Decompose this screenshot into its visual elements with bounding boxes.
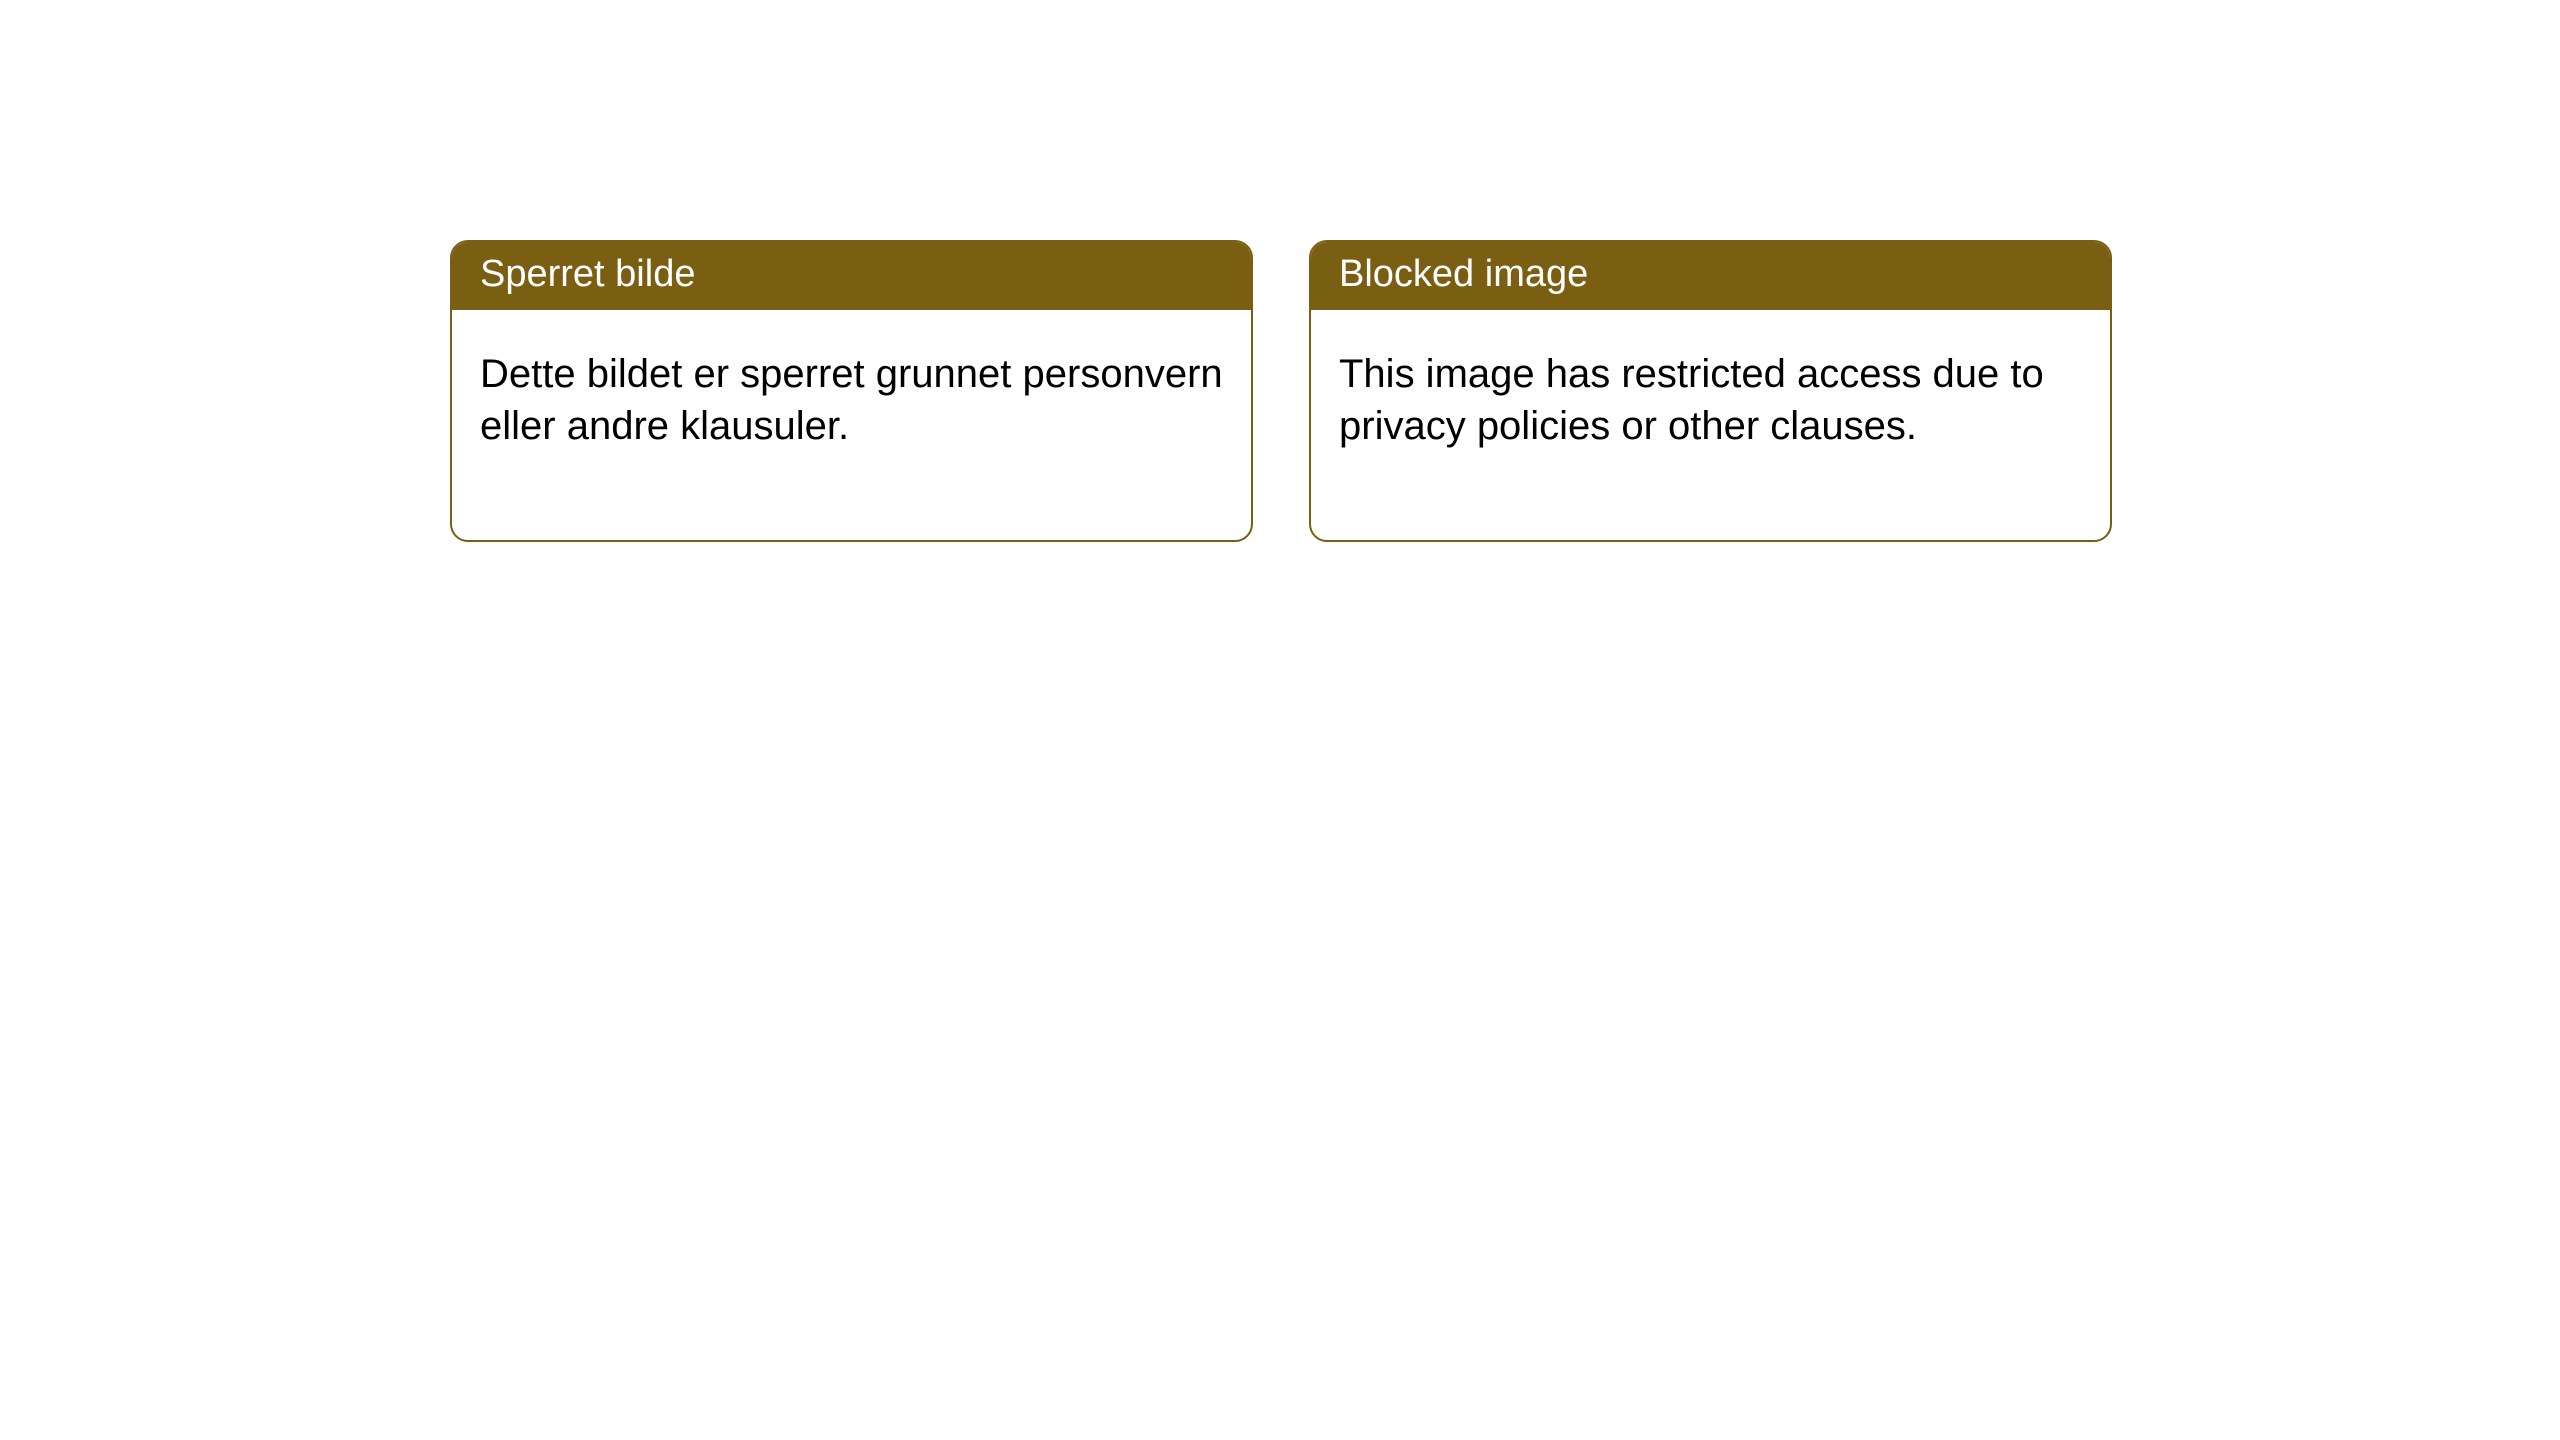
notice-card-english: Blocked image This image has restricted … [1309, 240, 2112, 542]
notice-body-english: This image has restricted access due to … [1311, 310, 2110, 540]
notice-body-norwegian: Dette bildet er sperret grunnet personve… [452, 310, 1251, 540]
notice-title-english: Blocked image [1311, 242, 2110, 310]
notice-card-norwegian: Sperret bilde Dette bildet er sperret gr… [450, 240, 1253, 542]
notice-container: Sperret bilde Dette bildet er sperret gr… [450, 240, 2560, 542]
notice-title-norwegian: Sperret bilde [452, 242, 1251, 310]
